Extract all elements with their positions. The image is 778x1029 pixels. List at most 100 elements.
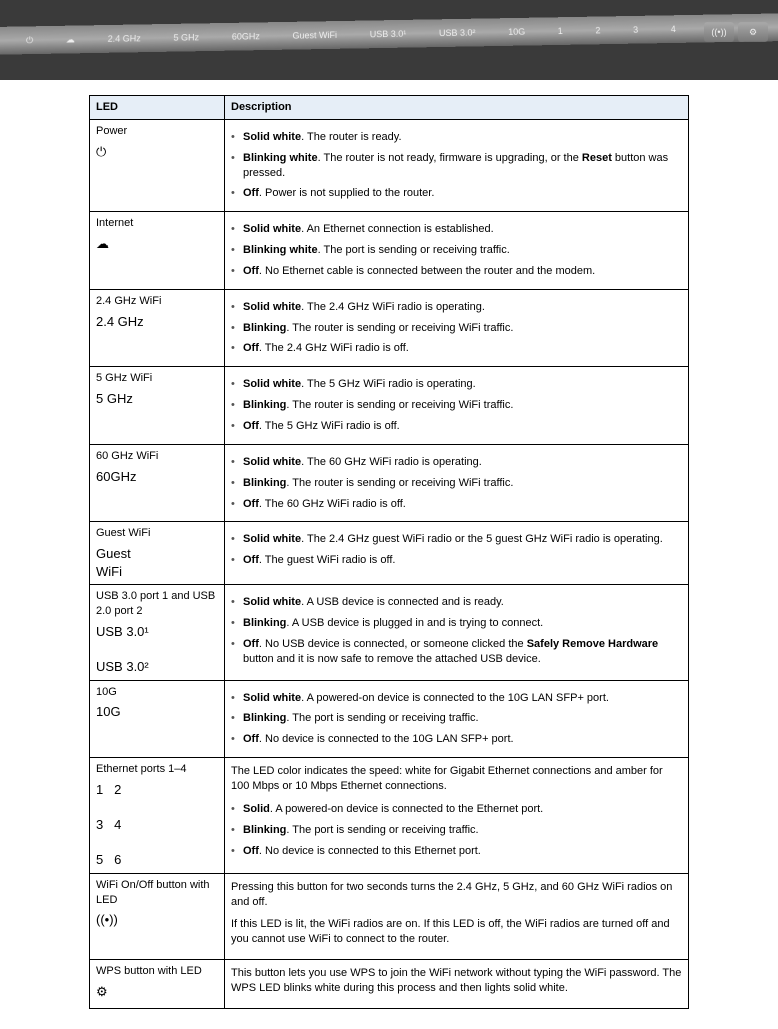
led-icon: 2.4 GHz: [96, 313, 218, 331]
led-icon: Guest WiFi: [96, 545, 218, 580]
led-cell: Internet☁: [90, 212, 225, 290]
description-list: Solid white. A USB device is connected a…: [231, 595, 682, 666]
led-cell: Guest WiFi Guest WiFi: [90, 522, 225, 585]
table-row: Guest WiFi Guest WiFi Solid white. The 2.4…: [90, 522, 689, 585]
table-row: WiFi On/Off button with LED ((•)) Pressing…: [90, 873, 689, 959]
description-item: Solid white. The 2.4 GHz guest WiFi radi…: [231, 532, 682, 547]
banner-label: 3: [633, 25, 639, 35]
banner-button: ((•)): [704, 22, 734, 42]
led-cell: 10G10G: [90, 680, 225, 758]
description-paragraph: This button lets you use WPS to join the…: [231, 966, 682, 996]
description-cell: Solid white. The 2.4 GHz WiFi radio is o…: [225, 289, 689, 367]
led-icon: ((•)): [96, 911, 218, 929]
led-cell: Power⏻: [90, 119, 225, 211]
banner-label: ⏻: [26, 35, 34, 46]
table-row: USB 3.0 port 1 and USB 2.0 port 2 USB 3.0…: [90, 585, 689, 680]
banner-label: 10G: [508, 27, 525, 37]
description-item: Solid white. An Ethernet connection is e…: [231, 222, 682, 237]
banner-label: USB 3.0¹: [370, 29, 407, 40]
led-label: 60 GHz WiFi: [96, 449, 218, 464]
led-label: 10G: [96, 685, 218, 700]
description-cell: Solid white. A USB device is connected a…: [225, 585, 689, 680]
led-cell: Ethernet ports 1–4 1 2 3 4 5 6: [90, 758, 225, 874]
table-row: 2.4 GHz WiFi 2.4 GHz Solid white. The 2.4 …: [90, 289, 689, 367]
led-icon: 1 2 3 4 5 6: [96, 781, 218, 869]
banner-label: 2: [595, 25, 601, 35]
description-item: Solid. A powered-on device is connected …: [231, 802, 682, 817]
led-cell: WiFi On/Off button with LED ((•)): [90, 873, 225, 959]
description-item: Off. No Ethernet cable is connected betw…: [231, 264, 682, 279]
banner-label: 60GHz: [232, 31, 260, 41]
description-item: Blinking. The port is sending or receivi…: [231, 711, 682, 726]
banner-label: 4: [670, 24, 676, 34]
description-item: Solid white. The 2.4 GHz WiFi radio is o…: [231, 300, 682, 315]
description-cell: Solid white. A powered-on device is conn…: [225, 680, 689, 758]
led-label: 5 GHz WiFi: [96, 371, 218, 386]
led-cell: WPS button with LED ⚙: [90, 960, 225, 1009]
description-item: Off. The guest WiFi radio is off.: [231, 553, 682, 568]
table-row: 5 GHz WiFi 5 GHz Solid white. The 5 GHz Wi…: [90, 367, 689, 445]
banner-extra: ((•))⚙: [704, 22, 768, 42]
description-item: Off. The 2.4 GHz WiFi radio is off.: [231, 341, 682, 356]
description-list: Solid white. The 60 GHz WiFi radio is op…: [231, 455, 682, 512]
description-list: Solid white. A powered-on device is conn…: [231, 691, 682, 748]
description-cell: Solid white. The 2.4 GHz guest WiFi radi…: [225, 522, 689, 585]
led-icon: ☁: [96, 235, 218, 253]
description-item: Blinking. The router is sending or recei…: [231, 476, 682, 491]
led-label: 2.4 GHz WiFi: [96, 294, 218, 309]
led-icon: USB 3.0¹ USB 3.0²: [96, 623, 218, 676]
led-label: Ethernet ports 1–4: [96, 762, 218, 777]
header-led: LED: [90, 96, 225, 120]
led-label: WPS button with LED: [96, 964, 218, 979]
banner-label: 5 GHz: [173, 32, 199, 42]
description-item: Off. The 5 GHz WiFi radio is off.: [231, 419, 682, 434]
table-row: Ethernet ports 1–4 1 2 3 4 5 6 The LED col…: [90, 758, 689, 874]
led-icon: ⚙: [96, 983, 218, 1001]
description-cell: This button lets you use WPS to join the…: [225, 960, 689, 1009]
description-cell: Solid white. The router is ready.Blinkin…: [225, 119, 689, 211]
description-item: Blinking. The port is sending or receivi…: [231, 823, 682, 838]
description-item: Blinking white. The port is sending or r…: [231, 243, 682, 258]
led-icon: 60GHz: [96, 468, 218, 486]
description-item: Blinking. The router is sending or recei…: [231, 321, 682, 336]
description-paragraph: If this LED is lit, the WiFi radios are …: [231, 917, 682, 947]
table-row: 60 GHz WiFi 60GHz Solid white. The 60 GHz …: [90, 444, 689, 522]
description-list: Solid white. The 5 GHz WiFi radio is ope…: [231, 377, 682, 434]
description-item: Off. No USB device is connected, or some…: [231, 637, 682, 667]
banner-strip: ⏻☁2.4 GHz5 GHz60GHzGuest WiFiUSB 3.0¹USB…: [0, 13, 778, 55]
header-description: Description: [225, 96, 689, 120]
description-cell: Solid white. The 60 GHz WiFi radio is op…: [225, 444, 689, 522]
table-row: Internet☁ Solid white. An Ethernet connec…: [90, 212, 689, 290]
banner-label: USB 3.0²: [439, 28, 476, 39]
description-list: Solid white. The 2.4 GHz guest WiFi radi…: [231, 532, 682, 568]
led-cell: USB 3.0 port 1 and USB 2.0 port 2 USB 3.0…: [90, 585, 225, 680]
description-item: Off. Power is not supplied to the router…: [231, 186, 682, 201]
led-cell: 2.4 GHz WiFi 2.4 GHz: [90, 289, 225, 367]
description-cell: Solid white. The 5 GHz WiFi radio is ope…: [225, 367, 689, 445]
description-item: Solid white. The 5 GHz WiFi radio is ope…: [231, 377, 682, 392]
description-item: Blinking. The router is sending or recei…: [231, 398, 682, 413]
led-label: Guest WiFi: [96, 526, 218, 541]
description-cell: Pressing this button for two seconds tur…: [225, 873, 689, 959]
description-item: Blinking. A USB device is plugged in and…: [231, 616, 682, 631]
description-item: Off. The 60 GHz WiFi radio is off.: [231, 497, 682, 512]
description-list: Solid white. The router is ready.Blinkin…: [231, 130, 682, 201]
led-cell: 5 GHz WiFi 5 GHz: [90, 367, 225, 445]
description-item: Off. No device is connected to the 10G L…: [231, 732, 682, 747]
description-item: Blinking white. The router is not ready,…: [231, 151, 682, 181]
led-label: WiFi On/Off button with LED: [96, 878, 218, 908]
description-item: Solid white. A powered-on device is conn…: [231, 691, 682, 706]
led-cell: 60 GHz WiFi 60GHz: [90, 444, 225, 522]
led-icon: ⏻: [96, 143, 218, 161]
led-label: USB 3.0 port 1 and USB 2.0 port 2: [96, 589, 218, 619]
description-item: Off. No device is connected to this Ethe…: [231, 844, 682, 859]
description-item: Solid white. The 60 GHz WiFi radio is op…: [231, 455, 682, 470]
banner-label: 2.4 GHz: [108, 33, 141, 43]
table-row: WPS button with LED ⚙ This button lets you…: [90, 960, 689, 1009]
description-item: Solid white. A USB device is connected a…: [231, 595, 682, 610]
description-intro: The LED color indicates the speed: white…: [231, 764, 682, 794]
description-list: Solid white. The 2.4 GHz WiFi radio is o…: [231, 300, 682, 357]
description-paragraph: Pressing this button for two seconds tur…: [231, 880, 682, 910]
banner-label: ☁: [66, 34, 75, 45]
led-icon: 5 GHz: [96, 390, 218, 408]
